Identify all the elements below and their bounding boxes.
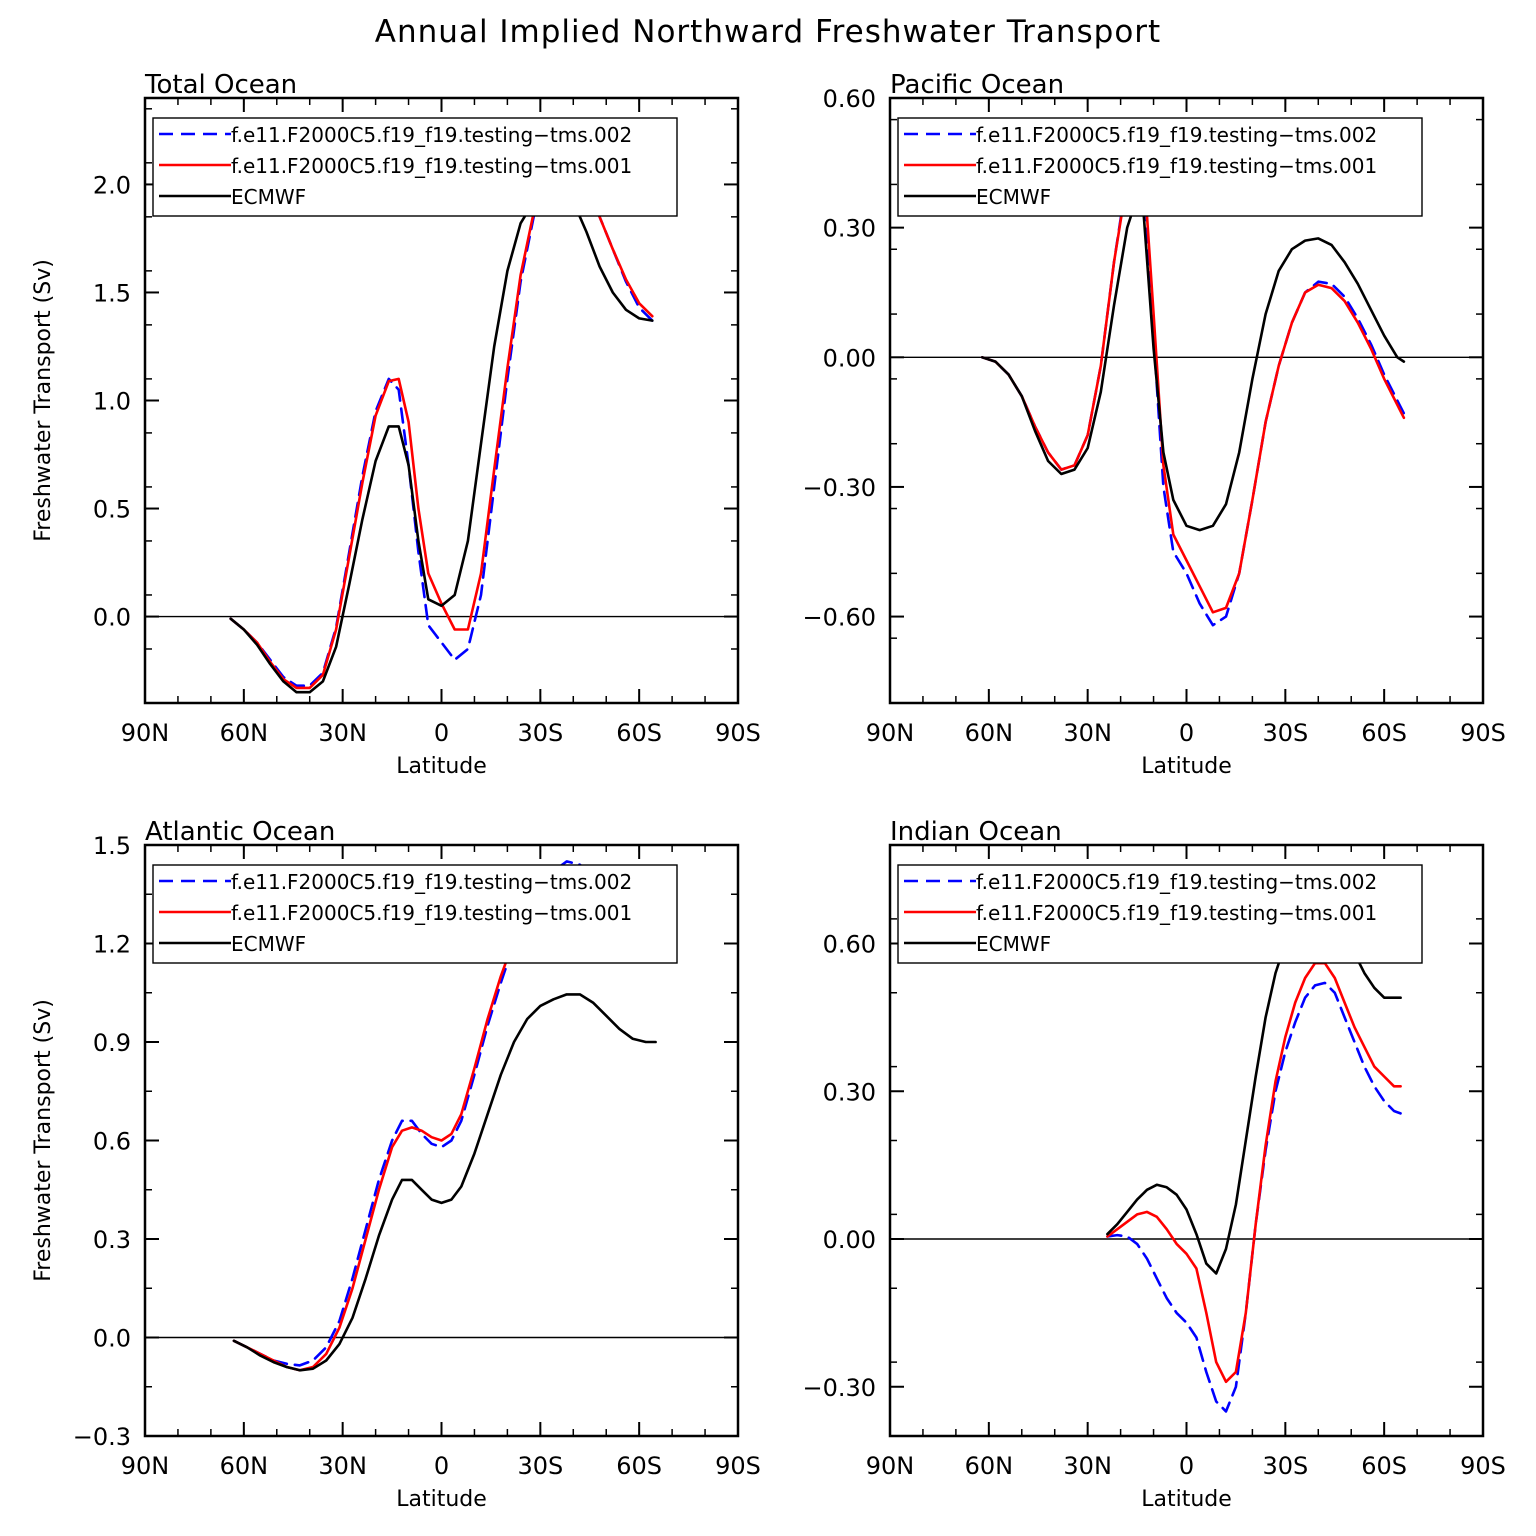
legend-label: f.e11.F2000C5.f19_f19.testing−tms.001	[231, 901, 632, 925]
legend-label: ECMWF	[976, 932, 1051, 956]
y-tick-label: −0.3	[73, 1423, 131, 1451]
x-tick-label: 90S	[1460, 1452, 1506, 1480]
indian-ocean-title: Indian Ocean	[890, 817, 1062, 847]
plot-frame	[143, 96, 740, 705]
y-tick-label: 0.0	[93, 1325, 131, 1353]
y-tick-label: 1.2	[93, 931, 131, 959]
y-tick-label: 1.5	[93, 832, 131, 860]
y-tick-label: −0.60	[802, 604, 876, 632]
legend-box	[897, 117, 1423, 217]
plot-frame	[143, 843, 740, 1438]
x-tick-label: 60N	[965, 1452, 1014, 1480]
x-axis-label: Latitude	[1141, 1487, 1232, 1512]
legend-label: f.e11.F2000C5.f19_f19.testing−tms.001	[976, 901, 1377, 925]
x-tick-label: 30N	[1063, 719, 1112, 747]
y-tick-label: 0.9	[93, 1029, 131, 1057]
x-tick-label: 90S	[715, 1452, 761, 1480]
legend-box	[897, 864, 1423, 964]
legend-box	[152, 864, 678, 964]
legend-label: ECMWF	[231, 185, 306, 209]
legend-label: ECMWF	[976, 185, 1051, 209]
x-tick-label: 0	[434, 719, 449, 747]
x-tick-label: 60S	[616, 1452, 662, 1480]
legend-label: f.e11.F2000C5.f19_f19.testing−tms.002	[976, 123, 1377, 147]
atlantic-ocean-panel: Atlantic Ocean −0.3 0.0 0.3 0.6 0.9 1.2 1.5 90N 6…	[31, 817, 761, 1512]
y-tick-label: 2.0	[93, 171, 131, 199]
series-line-model-002	[1106, 981, 1402, 1413]
y-tick-label: 0.00	[823, 1226, 876, 1254]
x-tick-label: 30S	[517, 1452, 563, 1480]
y-tick-label: 0.00	[823, 344, 876, 372]
x-tick-label: 90N	[866, 1452, 915, 1480]
y-axis-label: Freshwater Transport (Sv)	[31, 259, 56, 542]
x-tick-label: 0	[1179, 1452, 1194, 1480]
x-tick-label: 0	[1179, 719, 1194, 747]
legend-label: f.e11.F2000C5.f19_f19.testing−tms.001	[231, 154, 632, 178]
x-tick-label: 90S	[715, 719, 761, 747]
indian-ocean-panel: Indian Ocean −0.30 0.00 0.30 0.60 90N 60N 30N 0 3…	[802, 817, 1505, 1512]
x-tick-label: 0	[434, 1452, 449, 1480]
x-tick-label: 30S	[1262, 719, 1308, 747]
total-ocean-title: Total Ocean	[144, 70, 297, 100]
y-axis-label: Freshwater Transport (Sv)	[31, 999, 56, 1282]
x-tick-label: 60N	[220, 719, 269, 747]
series-line-model-001	[980, 157, 1406, 614]
x-axis-label: Latitude	[1141, 754, 1232, 779]
x-tick-label: 30N	[318, 719, 367, 747]
y-tick-label: 0.3	[93, 1226, 131, 1254]
series-line-model-001	[1106, 961, 1402, 1384]
atlantic-ocean-title: Atlantic Ocean	[145, 817, 335, 847]
x-tick-label: 60S	[616, 719, 662, 747]
x-axis-label: Latitude	[396, 1487, 487, 1512]
series-line-ecmwf	[232, 993, 657, 1372]
legend-label: ECMWF	[231, 932, 306, 956]
main-title: Annual Implied Northward Freshwater Tran…	[374, 14, 1162, 50]
plot-frame	[888, 96, 1485, 705]
x-tick-label: 60S	[1361, 1452, 1407, 1480]
pacific-ocean-panel: Pacific Ocean −0.60 −0.30 0.00 0.30 0.60 90N 60…	[802, 70, 1505, 779]
x-tick-label: 30S	[1262, 1452, 1308, 1480]
legend-label: f.e11.F2000C5.f19_f19.testing−tms.002	[231, 123, 632, 147]
legend-label: f.e11.F2000C5.f19_f19.testing−tms.002	[231, 870, 632, 894]
x-tick-label: 90N	[866, 719, 915, 747]
y-tick-label: 0.30	[823, 1078, 876, 1106]
legend: f.e11.F2000C5.f19_f19.testing−tms.002 f.e…	[152, 117, 678, 217]
series-line-model-001	[229, 150, 654, 690]
x-tick-label: 30S	[517, 719, 563, 747]
y-tick-label: 1.0	[93, 388, 131, 416]
y-tick-label: 0.0	[93, 604, 131, 632]
legend-label: f.e11.F2000C5.f19_f19.testing−tms.001	[976, 154, 1377, 178]
x-tick-label: 30N	[318, 1452, 367, 1480]
x-tick-label: 60S	[1361, 719, 1407, 747]
y-tick-label: 0.30	[823, 215, 876, 243]
legend: f.e11.F2000C5.f19_f19.testing−tms.002 f.e…	[897, 117, 1423, 217]
x-tick-label: 60N	[965, 719, 1014, 747]
y-tick-label: 1.5	[93, 279, 131, 307]
plot-frame	[888, 843, 1485, 1438]
x-tick-label: 30N	[1063, 1452, 1112, 1480]
legend-box	[152, 117, 678, 217]
series-line-model-002	[980, 152, 1406, 627]
x-tick-label: 60N	[220, 1452, 269, 1480]
series-line-ecmwf	[229, 181, 654, 694]
pacific-ocean-title: Pacific Ocean	[890, 70, 1064, 100]
x-tick-label: 90S	[1460, 719, 1506, 747]
series-line-ecmwf	[980, 196, 1406, 532]
y-tick-label: 0.6	[93, 1128, 131, 1156]
y-tick-label: 0.60	[823, 931, 876, 959]
total-ocean-panel: Total Ocean 0.0 0.5 1.0 1.5 2.0 90N 60N 30N 0 30S 6…	[31, 70, 761, 779]
y-tick-label: 0.60	[823, 85, 876, 113]
y-tick-label: −0.30	[802, 474, 876, 502]
x-tick-label: 90N	[121, 719, 170, 747]
legend-label: f.e11.F2000C5.f19_f19.testing−tms.002	[976, 870, 1377, 894]
x-axis-label: Latitude	[396, 754, 487, 779]
x-tick-label: 90N	[121, 1452, 170, 1480]
legend: f.e11.F2000C5.f19_f19.testing−tms.002 f.e…	[152, 864, 678, 964]
y-tick-label: 0.5	[93, 496, 131, 524]
legend: f.e11.F2000C5.f19_f19.testing−tms.002 f.e…	[897, 864, 1423, 964]
y-tick-label: −0.30	[802, 1374, 876, 1402]
